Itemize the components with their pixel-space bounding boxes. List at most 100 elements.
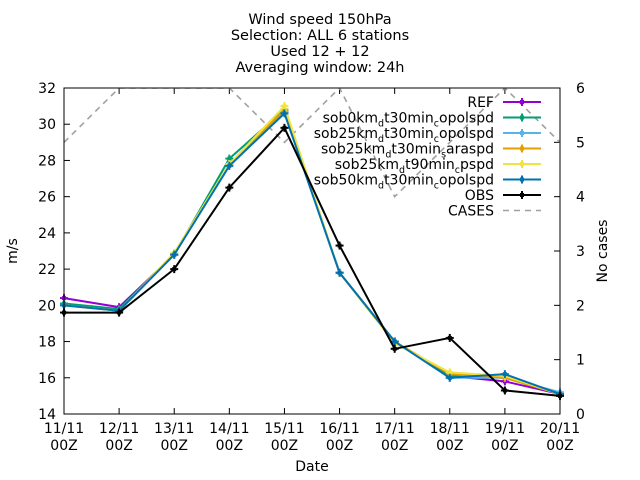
legend-label-part: t90min (405, 157, 455, 173)
legend-marker (518, 113, 526, 122)
x-tick-label: 12/11 (99, 421, 139, 437)
series-line (64, 126, 561, 397)
series-line (63, 111, 561, 396)
legend-label: sob25kmdt90mincpspd (335, 157, 494, 176)
y-tick-label: 22 (38, 262, 56, 278)
chart-title: Wind speed 150hPa (248, 12, 392, 28)
plot-frame (63, 87, 561, 415)
x-tick-label: 00Z (271, 438, 298, 454)
legend-label: CASES (448, 204, 494, 220)
legend-label: OBS (465, 188, 494, 204)
x-tick-label: 13/11 (154, 421, 194, 437)
legend-label: sob25kmdt30minsaraspd (321, 142, 494, 161)
x-tick-label: 00Z (436, 438, 463, 454)
legend-label-part: sob0km (323, 111, 378, 127)
x-tick-label: 00Z (381, 438, 408, 454)
legend-label-part: sob25km (314, 126, 378, 142)
y2-tick-label: 2 (576, 298, 585, 314)
data-point (335, 241, 344, 250)
legend-label: sob50kmdt30mincopolspd (314, 173, 494, 192)
legend-label-part: d (378, 181, 384, 192)
data-point (445, 333, 454, 342)
x-tick-label: 00Z (161, 438, 188, 454)
y-tick-label: 20 (38, 298, 56, 314)
legend-label-part: pspd (460, 157, 494, 173)
y-tick-label: 26 (38, 190, 56, 206)
chart-subtitle-selection: Selection: ALL 6 stations (230, 28, 410, 44)
data-point (225, 161, 234, 170)
data-point (500, 386, 509, 395)
data-point (280, 102, 289, 111)
legend-marker (518, 191, 526, 199)
axes: 14161820222426283032012345611/1100Z12/11… (5, 81, 611, 475)
legend-label-part: araspd (446, 142, 494, 158)
y2-tick-label: 3 (576, 244, 585, 260)
x-axis-label: Date (295, 459, 328, 475)
legend-label-part: sob25km (335, 157, 399, 173)
y-tick-label: 16 (38, 371, 56, 387)
legend-label-part: sob50km (314, 173, 378, 189)
y2-tick-label: 1 (576, 353, 585, 369)
y-tick-label: 24 (38, 226, 56, 242)
legend-marker (518, 144, 526, 153)
x-tick-label: 00Z (546, 438, 573, 454)
y-axis-label: m/s (5, 238, 21, 264)
x-tick-label: 14/11 (209, 421, 249, 437)
legend-label-part: opolspd (439, 173, 494, 189)
legend-label-part: t30min (391, 142, 441, 158)
legend-label-part: t30min (384, 173, 434, 189)
data-point (115, 308, 124, 317)
data-point (170, 265, 179, 274)
y-tick-label: 32 (38, 81, 56, 97)
legend-label-part: opolspd (439, 111, 494, 127)
legend-label-part: c (434, 134, 439, 145)
data-point (390, 337, 399, 346)
chart-subtitle-window: Averaging window: 24h (235, 60, 405, 76)
x-tick-label: 00Z (105, 438, 132, 454)
legend-label-part: opolspd (439, 126, 494, 142)
legend-label-part: d (378, 134, 384, 145)
x-tick-label: 20/11 (540, 421, 580, 437)
data-series (60, 102, 564, 400)
x-tick-label: 18/11 (430, 421, 470, 437)
legend-label-part: t30min (384, 126, 434, 142)
legend-label-part: d (378, 119, 384, 130)
series-5 (60, 109, 564, 399)
data-point (390, 344, 399, 353)
x-tick-label: 11/11 (44, 421, 84, 437)
x-tick-label: 16/11 (319, 421, 359, 437)
x-tick-label: 00Z (50, 438, 77, 454)
legend-label-part: c (455, 165, 460, 176)
x-tick-label: 15/11 (264, 421, 304, 437)
legend-label-part: c (434, 181, 439, 192)
x-tick-label: 00Z (216, 438, 243, 454)
legend-label-part: t30min (384, 111, 434, 127)
legend-label: sob0kmdt30mincopolspd (323, 111, 494, 130)
y-tick-label: 14 (38, 407, 56, 423)
data-point (500, 370, 509, 379)
legend-marker (518, 175, 526, 184)
legend-label-part: CASES (448, 204, 494, 220)
x-tick-label: 00Z (491, 438, 518, 454)
data-point (335, 268, 344, 277)
legend-label: sob25kmdt30mincopolspd (314, 126, 494, 145)
data-point (445, 373, 454, 382)
legend-label-part: OBS (465, 188, 494, 204)
data-point (170, 250, 179, 259)
data-point (225, 183, 234, 192)
data-point (280, 109, 289, 118)
x-tick-label: 17/11 (374, 421, 414, 437)
legend-label-part: sob25km (321, 142, 385, 158)
legend-marker (518, 160, 526, 168)
legend-label-part: d (385, 150, 391, 161)
chart-subtitle-used: Used 12 + 12 (270, 44, 370, 60)
y2-tick-label: 0 (576, 407, 585, 423)
legend-label-part: c (434, 119, 439, 130)
y-tick-label: 18 (38, 335, 56, 351)
legend-label-part: d (399, 165, 405, 176)
legend: REFsob0kmdt30mincopolspdsob25kmdt30minco… (314, 95, 541, 220)
legend-label: REF (467, 95, 494, 111)
y-tick-label: 28 (38, 153, 56, 169)
y2-tick-label: 6 (576, 81, 585, 97)
